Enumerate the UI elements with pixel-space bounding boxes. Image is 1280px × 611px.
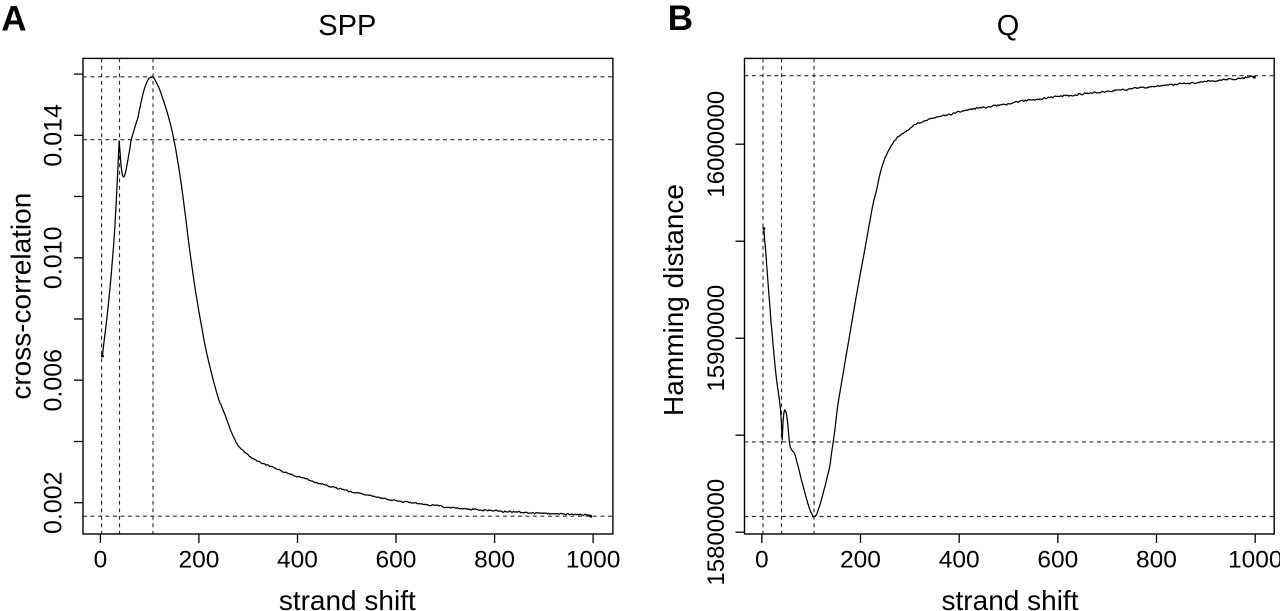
svg-text:1000: 1000 [566, 547, 621, 574]
svg-text:800: 800 [1136, 547, 1177, 574]
svg-text:SPP: SPP [318, 10, 376, 42]
svg-text:0: 0 [94, 547, 108, 574]
svg-text:Hamming distance: Hamming distance [658, 184, 689, 416]
svg-text:B: B [668, 0, 693, 38]
svg-text:strand shift: strand shift [279, 585, 416, 611]
svg-text:cross-correlation: cross-correlation [6, 193, 37, 400]
svg-text:400: 400 [939, 547, 980, 574]
svg-text:A: A [1, 0, 26, 38]
svg-text:1000: 1000 [1228, 547, 1280, 574]
svg-text:16000000: 16000000 [703, 91, 730, 198]
svg-text:0.006: 0.006 [40, 349, 68, 412]
svg-text:15800000: 15800000 [703, 479, 730, 586]
svg-text:15900000: 15900000 [703, 285, 730, 392]
svg-text:400: 400 [277, 547, 318, 574]
svg-text:800: 800 [474, 547, 515, 574]
svg-text:0.002: 0.002 [40, 471, 68, 534]
svg-text:200: 200 [840, 547, 881, 574]
svg-text:strand shift: strand shift [942, 585, 1079, 611]
svg-text:600: 600 [1037, 547, 1078, 574]
svg-text:0.010: 0.010 [40, 227, 68, 290]
svg-text:200: 200 [178, 547, 219, 574]
svg-text:Q: Q [997, 10, 1020, 42]
svg-text:0.014: 0.014 [40, 104, 68, 167]
svg-text:600: 600 [376, 547, 417, 574]
svg-text:0: 0 [755, 547, 769, 574]
